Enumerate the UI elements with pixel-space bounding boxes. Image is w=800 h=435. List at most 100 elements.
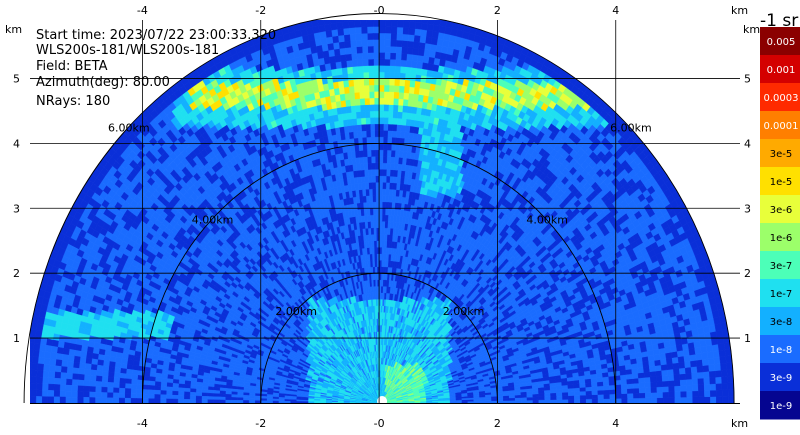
radar-gate	[662, 386, 670, 393]
radar-gate	[631, 372, 639, 379]
radar-gate	[720, 369, 728, 377]
radar-gate	[412, 93, 419, 102]
radar-gate	[702, 364, 710, 373]
radar-gate	[479, 400, 486, 403]
radar-gate	[674, 385, 681, 392]
radar-gate	[637, 372, 645, 379]
radar-gate	[684, 366, 692, 374]
radar-gate	[721, 382, 729, 391]
radar-gate	[508, 400, 516, 403]
radar-gate	[626, 378, 634, 385]
radar-gate	[603, 385, 610, 391]
radar-gate	[680, 396, 688, 403]
radar-gate	[700, 345, 708, 354]
radar-gate	[665, 357, 673, 365]
radar-gate	[591, 390, 599, 396]
radar-gate	[639, 392, 646, 399]
radar-gate	[597, 385, 604, 391]
radar-gate	[668, 380, 675, 387]
radar-gate	[568, 395, 575, 400]
radar-gate	[690, 360, 698, 368]
radar-gate	[573, 387, 581, 393]
radar-gate	[556, 395, 563, 400]
radar-gate	[673, 368, 680, 375]
radar-gate	[715, 376, 723, 384]
radar-gate	[715, 383, 723, 391]
radar-gate	[667, 374, 675, 382]
radar-gate	[574, 398, 581, 403]
radar-gate	[424, 42, 432, 51]
radar-gate	[620, 383, 628, 390]
radar-gate	[727, 389, 735, 397]
radar-gate	[650, 392, 658, 399]
radar-gate	[697, 377, 705, 385]
radar-gate	[520, 399, 528, 403]
radar-gate	[686, 390, 693, 398]
radar-gate	[679, 373, 687, 381]
radar-gate	[425, 29, 434, 38]
radar-gate	[633, 397, 640, 403]
radar-gate	[683, 354, 691, 363]
radar-gate	[615, 398, 622, 403]
radar-gate	[674, 391, 682, 398]
radar-gate	[432, 24, 440, 33]
radar-gate	[716, 336, 725, 345]
radar-gate	[691, 378, 699, 386]
radar-gate	[706, 351, 715, 359]
radar-gate	[514, 400, 522, 403]
radar-gate	[649, 376, 657, 383]
radar-gate	[644, 376, 651, 383]
radar-gate	[632, 377, 640, 384]
radar-gate	[423, 49, 431, 58]
radar-gate	[573, 391, 581, 396]
radar-gate	[597, 398, 605, 403]
radar-gate	[714, 363, 722, 372]
radar-gate	[708, 364, 716, 372]
radar-gate	[691, 384, 699, 392]
radar-gate	[626, 383, 634, 389]
radar-gate	[585, 386, 593, 392]
radar-gate	[638, 377, 645, 384]
radar-gate	[520, 394, 528, 398]
radar-gate	[711, 343, 720, 352]
radar-gate	[680, 385, 687, 392]
radar-gate	[721, 376, 728, 384]
radar-gate	[532, 396, 540, 401]
radar-gate	[503, 397, 510, 401]
radar-gate	[419, 29, 428, 37]
radar-gate	[660, 363, 668, 371]
radar-gate	[420, 68, 428, 77]
radar-gate	[538, 396, 545, 401]
radar-gate	[417, 54, 424, 63]
radar-gate	[417, 48, 425, 57]
radar-gate	[644, 387, 652, 394]
radar-gate	[526, 399, 534, 403]
radar-gate	[672, 362, 680, 370]
radar-gate	[591, 394, 599, 400]
radar-gate	[686, 396, 693, 403]
radar-gate	[722, 396, 729, 403]
radar-gate	[561, 391, 569, 397]
radar-gate	[591, 398, 599, 403]
radar-gate	[706, 344, 714, 353]
radar-gate	[544, 396, 551, 401]
radar-gate	[678, 361, 686, 369]
radar-gate	[717, 342, 726, 351]
radar-gate	[621, 397, 628, 403]
radar-gate	[621, 393, 628, 399]
radar-gate	[677, 355, 685, 363]
radar-gate	[602, 380, 610, 387]
plot-area	[30, 20, 735, 403]
radar-gate	[562, 395, 569, 400]
radar-gate	[633, 392, 640, 399]
radar-gate	[585, 398, 593, 403]
radar-gate	[579, 390, 587, 396]
radar-gate	[709, 389, 717, 397]
radar-gate	[662, 391, 670, 398]
radar-gate	[656, 391, 664, 398]
radar-gate	[603, 398, 610, 403]
radar-gate	[649, 370, 657, 378]
radar-gate	[671, 356, 679, 364]
radar-gate	[410, 112, 417, 121]
radar-gate	[662, 380, 669, 387]
